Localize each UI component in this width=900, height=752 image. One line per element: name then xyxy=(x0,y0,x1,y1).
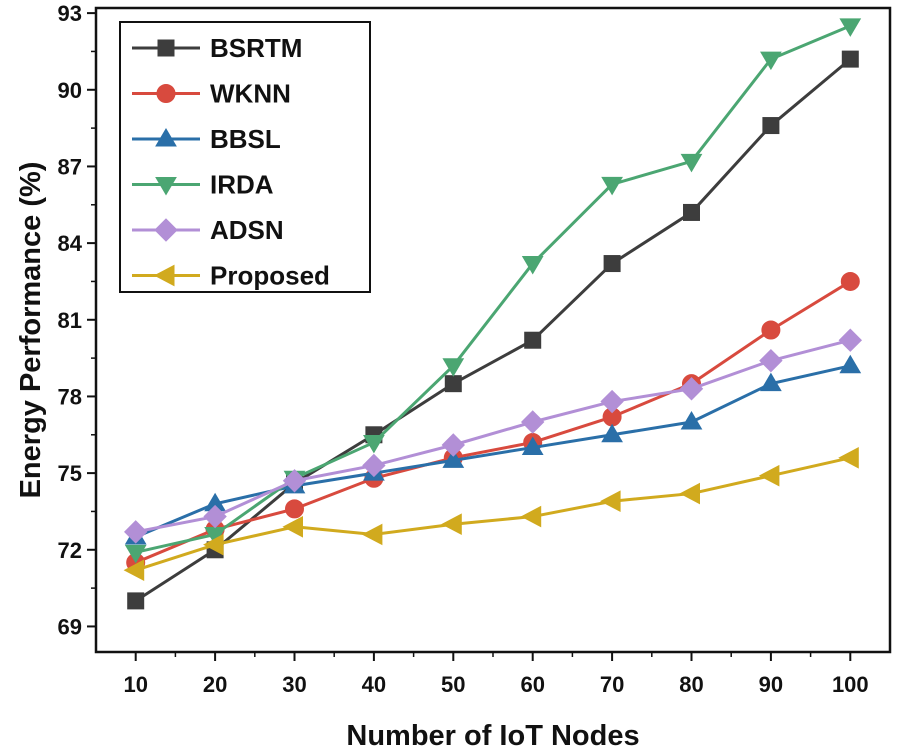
data-point xyxy=(362,453,386,478)
series-line-adsn xyxy=(135,338,851,534)
data-point xyxy=(679,482,700,505)
data-point xyxy=(441,433,466,457)
legend-label: WKNN xyxy=(210,79,291,109)
legend-entry: BSRTM xyxy=(132,33,302,63)
data-point xyxy=(124,544,147,564)
legend-marker xyxy=(156,84,176,103)
data-point xyxy=(123,559,145,582)
data-point xyxy=(601,176,623,196)
y-tick-label: 81 xyxy=(58,308,82,333)
data-point xyxy=(683,203,700,221)
y-tick-label: 90 xyxy=(58,78,82,103)
data-point xyxy=(524,331,542,349)
y-tick-label: 75 xyxy=(58,461,82,486)
x-tick-label: 40 xyxy=(362,672,386,697)
data-point xyxy=(680,153,703,173)
data-point xyxy=(444,375,462,393)
data-point xyxy=(760,51,782,71)
x-tick-label: 60 xyxy=(520,672,544,697)
x-axis-title: Number of IoT Nodes xyxy=(346,720,639,752)
axes: 10 20 30 40 50 60 70 80 90 100 69 72 75 78 81 84 87 90 93 xyxy=(58,1,869,697)
data-point xyxy=(203,504,227,529)
legend-marker xyxy=(153,264,175,287)
legend-marker xyxy=(157,39,175,57)
data-point xyxy=(839,354,862,374)
data-point xyxy=(282,515,303,538)
data-point xyxy=(838,446,859,469)
data-point xyxy=(839,18,862,37)
data-point xyxy=(679,377,704,401)
data-point xyxy=(680,411,703,430)
legend-entry: WKNN xyxy=(132,79,291,109)
series-irda xyxy=(124,18,862,564)
data-point xyxy=(441,513,462,536)
data-point xyxy=(520,505,542,528)
legend-label: ADSN xyxy=(210,215,284,245)
series-line-irda xyxy=(135,24,851,554)
data-point xyxy=(521,256,544,275)
x-tick-label: 20 xyxy=(203,672,227,697)
legend: BSRTM WKNN BBSL IRDA ADSN Proposed xyxy=(119,21,371,293)
data-point xyxy=(285,499,304,519)
legend-entry: BBSL xyxy=(132,124,281,154)
y-tick-label: 84 xyxy=(58,231,83,256)
series-adsn xyxy=(123,328,863,544)
legend-marker xyxy=(155,128,177,147)
legend-entry: IRDA xyxy=(132,170,274,200)
data-point xyxy=(601,423,623,443)
legend-label: BBSL xyxy=(210,124,281,154)
data-point xyxy=(123,520,148,544)
y-tick-label: 69 xyxy=(58,614,82,639)
x-tick-label: 70 xyxy=(600,672,624,697)
x-tick-label: 100 xyxy=(832,672,869,697)
x-tick-label: 30 xyxy=(282,672,306,697)
data-point xyxy=(361,523,383,546)
plot-area xyxy=(123,18,863,610)
data-point xyxy=(759,348,783,373)
data-point xyxy=(603,255,621,273)
data-point xyxy=(600,490,621,513)
x-tick-label: 10 xyxy=(123,672,147,697)
y-tick-label: 72 xyxy=(58,538,82,563)
series-line-proposed xyxy=(135,456,851,572)
y-tick-label: 87 xyxy=(58,154,82,179)
data-point xyxy=(127,592,145,610)
data-point xyxy=(840,271,860,291)
data-point xyxy=(203,533,224,556)
y-axis-title: Energy Performance (%) xyxy=(15,162,47,499)
data-point xyxy=(760,372,782,392)
data-point xyxy=(521,436,544,456)
data-point xyxy=(442,358,465,377)
legend-entry: Proposed xyxy=(132,261,330,291)
legend-label: BSRTM xyxy=(210,33,302,63)
series-wknn xyxy=(126,271,860,573)
data-point xyxy=(762,117,780,135)
data-point xyxy=(442,449,465,468)
data-point xyxy=(600,389,624,414)
data-point xyxy=(841,50,859,68)
legend-label: Proposed xyxy=(210,261,330,291)
legend-box xyxy=(119,21,371,293)
legend-marker xyxy=(154,218,178,242)
legend-marker xyxy=(155,177,177,196)
data-point xyxy=(363,434,385,454)
data-point xyxy=(758,464,780,487)
data-point xyxy=(838,328,863,352)
y-tick-label: 78 xyxy=(58,384,82,409)
series-line-bsrtm xyxy=(134,57,852,603)
y-tick-label: 93 xyxy=(58,1,82,26)
legend-label: IRDA xyxy=(210,170,274,200)
series-proposed xyxy=(123,446,859,582)
x-tick-label: 80 xyxy=(679,672,703,697)
data-point xyxy=(282,469,307,493)
x-tick-label: 50 xyxy=(441,672,465,697)
data-point xyxy=(520,410,545,434)
x-tick-label: 90 xyxy=(759,672,783,697)
data-point xyxy=(761,320,781,340)
series-line-wknn xyxy=(135,280,852,564)
series-line-bbsl xyxy=(135,364,851,539)
legend-entry: ADSN xyxy=(132,215,284,245)
